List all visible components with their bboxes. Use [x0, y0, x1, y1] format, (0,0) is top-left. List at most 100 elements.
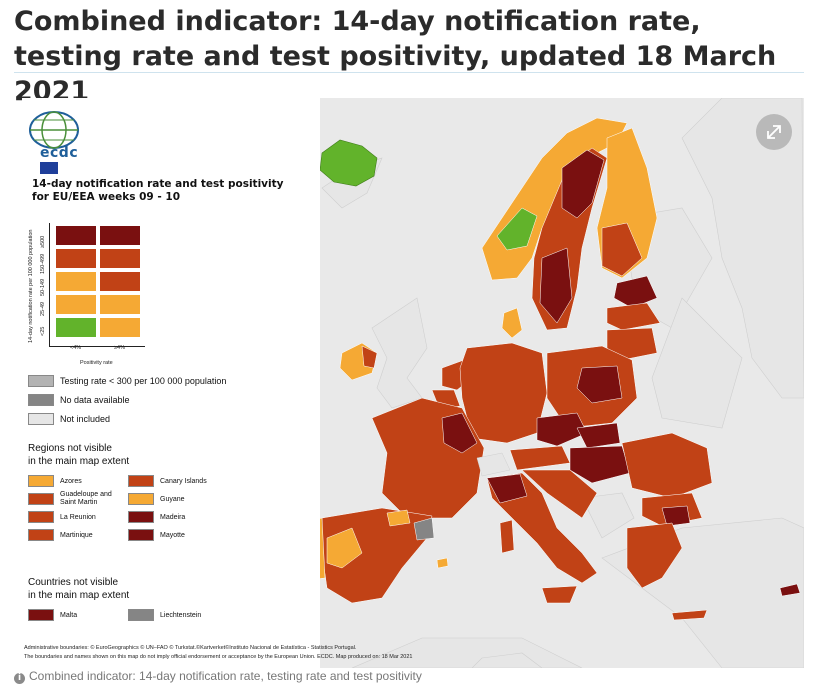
italy-region — [486, 472, 598, 584]
finland-south-region — [601, 222, 643, 277]
regions-heading: Regions not visible in the main map exte… — [28, 443, 130, 467]
y-tick-label: 25-49 — [40, 301, 46, 316]
legend-swatch — [128, 511, 154, 523]
catalonia-region — [413, 517, 435, 541]
denmark-region — [501, 307, 523, 339]
legend-swatch — [128, 529, 154, 541]
matrix-cell — [55, 271, 97, 292]
legend-label: Mayotte — [160, 532, 185, 539]
legend-label: No data available — [60, 395, 130, 405]
x-axis-line — [49, 346, 145, 347]
matrix-cell — [55, 225, 97, 246]
credits-line: The boundaries and names shown on this m… — [24, 654, 413, 660]
legend-label: Madeira — [160, 514, 186, 521]
spain-central-region — [326, 527, 363, 569]
map-container[interactable]: ecdc 14-day notification rate and test p… — [22, 98, 804, 668]
legend-swatch — [28, 475, 54, 487]
page-title: Combined indicator: 14-day notification … — [14, 6, 777, 107]
romania-region — [621, 432, 713, 499]
not-included-land — [321, 98, 804, 668]
slovakia-region — [576, 422, 621, 449]
x-tick-label: <4% — [70, 345, 82, 351]
legend-label: Azores — [60, 478, 82, 485]
italy-north-region — [486, 473, 528, 504]
sweden-south-region — [539, 247, 573, 324]
y-axis-title: 14-day notification rate per 100 000 pop… — [28, 229, 34, 343]
expand-icon — [767, 125, 781, 139]
legend-label: Liechtenstein — [160, 612, 202, 619]
legend-title: 14-day notification rate and test positi… — [32, 178, 302, 204]
legend-swatch — [128, 609, 154, 621]
matrix-cell — [99, 225, 141, 246]
sicily-region — [541, 585, 578, 604]
ecdc-globe-icon — [29, 111, 79, 149]
legend-swatch — [28, 511, 54, 523]
legend-label: Guyane — [160, 496, 185, 503]
legend-swatch — [28, 413, 54, 425]
credits-line: Administrative boundaries: © EuroGeograp… — [24, 645, 357, 651]
matrix-cell — [55, 248, 97, 269]
europe-map[interactable] — [22, 98, 804, 668]
matrix-cell — [99, 271, 141, 292]
latvia-region — [606, 302, 661, 331]
y-tick-label: 50-149 — [40, 278, 46, 296]
lithuania-region — [606, 327, 658, 361]
legend-swatch — [128, 475, 154, 487]
legend-swatch — [28, 394, 54, 406]
slovenia-croatia-region — [521, 469, 598, 519]
spain-north-region — [386, 509, 411, 527]
germany-region — [459, 342, 548, 444]
cyprus-region — [779, 583, 801, 597]
czechia-region — [536, 412, 588, 447]
legend-swatch — [128, 493, 154, 505]
ecdc-logo-text: ecdc — [40, 145, 79, 161]
countries-heading: Countries not visible in the main map ex… — [28, 577, 130, 601]
matrix-cell — [55, 317, 97, 338]
info-icon: i — [14, 673, 25, 684]
poland-central-region — [576, 365, 623, 404]
legend-label: Testing rate < 300 per 100 000 populatio… — [60, 376, 227, 386]
matrix-cell — [55, 294, 97, 315]
title-divider — [14, 72, 804, 73]
sardinia-region — [499, 519, 515, 554]
legend-label: Guadeloupe and Saint Martin — [60, 491, 112, 506]
matrix-cell — [99, 294, 141, 315]
norway-green-region — [496, 207, 538, 251]
crete-region — [671, 609, 708, 621]
legend-swatch — [28, 609, 54, 621]
legend-label: Malta — [60, 612, 78, 619]
y-tick-label: ≥500 — [40, 235, 46, 248]
legend-swatch — [28, 529, 54, 541]
legend-label: La Reunion — [60, 514, 96, 521]
legend-swatch — [28, 375, 54, 387]
eu-flag-icon — [40, 162, 58, 174]
legend-label: Martinique — [60, 532, 93, 539]
x-tick-label: ≥4% — [114, 345, 125, 351]
y-axis-line — [49, 223, 50, 347]
x-axis-title: Positivity rate — [80, 360, 113, 366]
matrix-cell — [99, 248, 141, 269]
legend-title-line2: for EU/EEA weeks 09 - 10 — [32, 191, 180, 203]
legend-label: Not included — [60, 414, 111, 424]
austria-region — [509, 445, 571, 471]
greece-region — [626, 522, 683, 589]
ireland-east-region — [361, 345, 378, 369]
matrix-cell — [99, 317, 141, 338]
expand-button[interactable] — [756, 114, 792, 150]
hungary-region — [569, 445, 631, 484]
image-caption: i Combined indicator: 14-day notification… — [14, 669, 422, 684]
legend-title-line1: 14-day notification rate and test positi… — [32, 178, 284, 190]
color-matrix — [55, 225, 145, 340]
y-tick-label: 150-499 — [40, 253, 46, 274]
iceland-region — [319, 139, 378, 187]
sweden-north-region — [561, 149, 605, 219]
legend-swatch — [28, 493, 54, 505]
balearic-region — [436, 557, 449, 569]
legend-panel: ecdc 14-day notification rate and test p… — [22, 98, 413, 668]
switzerland-region — [476, 452, 511, 477]
france-east-region — [441, 412, 478, 454]
estonia-region — [613, 275, 658, 309]
legend-label: Canary Islands — [160, 478, 207, 485]
balkans-dark-region — [661, 505, 691, 527]
caption-text: Combined indicator: 14-day notification … — [29, 669, 422, 683]
